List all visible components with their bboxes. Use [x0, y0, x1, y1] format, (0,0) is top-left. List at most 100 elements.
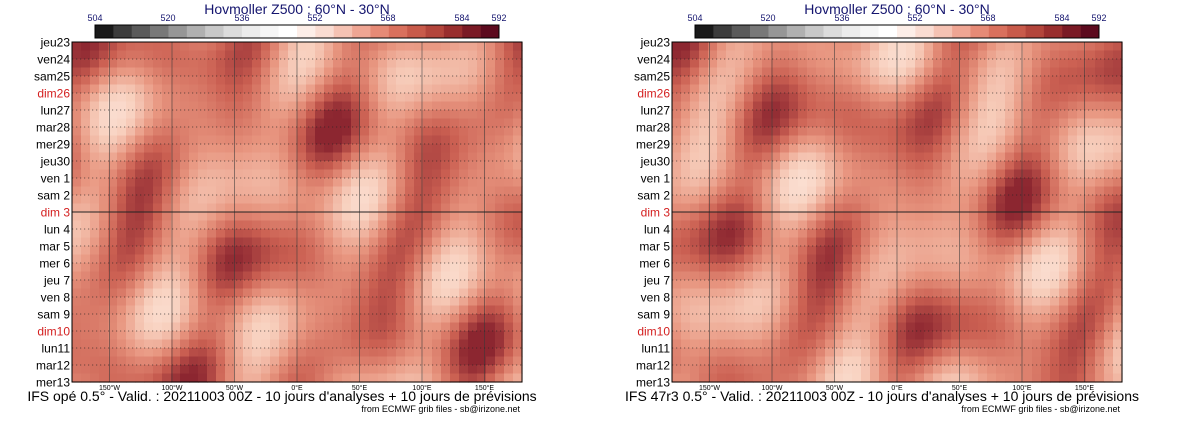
heatmap-cell [816, 127, 826, 137]
heatmap-cell [450, 305, 460, 315]
y-tick-label: mar12 [36, 359, 70, 373]
heatmap-cell [504, 220, 514, 230]
heatmap-cell [1014, 365, 1024, 375]
heatmap-cell [270, 229, 280, 239]
heatmap-cell [861, 42, 871, 52]
heatmap-cell [771, 271, 781, 281]
heatmap-cell [99, 331, 109, 341]
heatmap-cell [1113, 348, 1123, 358]
heatmap-cell [1023, 118, 1033, 128]
heatmap-cell [933, 101, 943, 111]
heatmap-cell [297, 93, 307, 103]
heatmap-cell [261, 118, 271, 128]
heatmap-cell [1050, 127, 1060, 137]
heatmap-cell [969, 212, 979, 222]
heatmap-cell [171, 127, 181, 137]
heatmap-cell [396, 76, 406, 86]
heatmap-cell [726, 246, 736, 256]
heatmap-cell [789, 161, 799, 171]
heatmap-cell [189, 42, 199, 52]
heatmap-cell [852, 84, 862, 94]
heatmap-cell [987, 135, 997, 145]
heatmap-cell [1023, 280, 1033, 290]
heatmap-cell [72, 84, 82, 94]
heatmap-cell [432, 331, 442, 341]
heatmap-cell [1068, 50, 1078, 60]
heatmap-cell [1059, 254, 1069, 264]
heatmap-cell [708, 42, 718, 52]
heatmap-cell [933, 169, 943, 179]
heatmap-cell [459, 50, 469, 60]
heatmap-cell [306, 246, 316, 256]
heatmap-cell [144, 297, 154, 307]
heatmap-cell [405, 280, 415, 290]
heatmap-cell [951, 365, 961, 375]
heatmap-cell [780, 322, 790, 332]
heatmap-cell [1104, 373, 1114, 383]
heatmap-cell [486, 348, 496, 358]
heatmap-cell [450, 297, 460, 307]
heatmap-cell [252, 237, 262, 247]
heatmap-cell [789, 84, 799, 94]
heatmap-cell [771, 305, 781, 315]
heatmap-cell [342, 59, 352, 69]
heatmap-cell [798, 59, 808, 69]
heatmap-cell [117, 356, 127, 366]
heatmap-cell [1059, 271, 1069, 281]
heatmap-cell [306, 288, 316, 298]
heatmap-cell [243, 280, 253, 290]
heatmap-cell [879, 118, 889, 128]
heatmap-cell [81, 161, 91, 171]
heatmap-cell [144, 314, 154, 324]
heatmap-cell [342, 305, 352, 315]
heatmap-cell [708, 339, 718, 349]
heatmap-cell [798, 93, 808, 103]
heatmap-cell [486, 229, 496, 239]
heatmap-cell [450, 178, 460, 188]
heatmap-cell [942, 263, 952, 273]
heatmap-cell [342, 280, 352, 290]
heatmap-cell [825, 288, 835, 298]
heatmap-cell [1077, 169, 1087, 179]
heatmap-cell [744, 144, 754, 154]
heatmap-cell [486, 50, 496, 60]
heatmap-cell [1032, 229, 1042, 239]
heatmap-cell [513, 161, 523, 171]
heatmap-cell [90, 288, 100, 298]
heatmap-cell [861, 144, 871, 154]
heatmap-cell [906, 331, 916, 341]
heatmap-cell [906, 237, 916, 247]
heatmap-cell [942, 365, 952, 375]
heatmap-cell [1104, 203, 1114, 213]
heatmap-cell [504, 186, 514, 196]
heatmap-cell [288, 229, 298, 239]
heatmap-cell [261, 305, 271, 315]
y-tick-label: jeu 7 [43, 274, 70, 288]
heatmap-cell [459, 237, 469, 247]
heatmap-cell [861, 356, 871, 366]
heatmap-cell [1041, 110, 1051, 120]
heatmap-cell [1041, 263, 1051, 273]
heatmap-cell [888, 263, 898, 273]
heatmap-cell [423, 263, 433, 273]
heatmap-cell [879, 127, 889, 137]
heatmap-cell [1068, 331, 1078, 341]
heatmap-cell [306, 152, 316, 162]
heatmap-cell [735, 229, 745, 239]
heatmap-cell [117, 339, 127, 349]
heatmap-cell [468, 212, 478, 222]
heatmap-cell [960, 297, 970, 307]
heatmap-cell [81, 50, 91, 60]
heatmap-cell [870, 237, 880, 247]
heatmap-cell [753, 76, 763, 86]
heatmap-cell [1113, 161, 1123, 171]
heatmap-cell [816, 135, 826, 145]
heatmap-cell [207, 322, 217, 332]
heatmap-cell [807, 152, 817, 162]
heatmap-cell [717, 203, 727, 213]
heatmap-cell [1068, 169, 1078, 179]
heatmap-cell [816, 339, 826, 349]
heatmap-cell [171, 118, 181, 128]
heatmap-cell [81, 203, 91, 213]
heatmap-cell [378, 331, 388, 341]
